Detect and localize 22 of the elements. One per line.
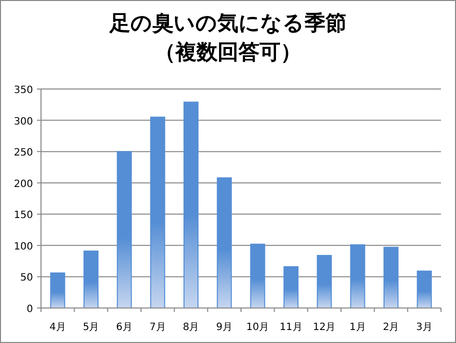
- x-tick-label: 8月: [182, 322, 200, 333]
- y-tick-label: 300: [14, 116, 33, 128]
- x-tick-label: 7月: [149, 322, 166, 333]
- x-tick-label: 4月: [49, 322, 66, 333]
- x-tick-label: 5月: [82, 322, 100, 333]
- x-tick-label: 9月: [216, 322, 233, 333]
- title: 足の臭いの気になる季節: [110, 11, 346, 35]
- x-tick-label: 12月: [312, 322, 336, 333]
- x-tick-label: 3月: [416, 322, 433, 333]
- y-tick-label: 100: [14, 241, 33, 252]
- y-tick-label: 0: [26, 304, 33, 315]
- x-tick-label: 6月: [116, 322, 133, 333]
- x-tick-label: 10月: [246, 322, 270, 333]
- x-tick-label: 2月: [382, 322, 400, 333]
- y-tick-label: 250: [14, 148, 33, 159]
- y-tick-label: 150: [14, 210, 33, 222]
- y-tick-label: 50: [20, 272, 33, 284]
- x-tick-label: 11月: [280, 322, 302, 333]
- y-tick-label: 350: [14, 85, 33, 96]
- x-tick-label: 1月: [349, 322, 366, 333]
- y-tick-label: 200: [14, 178, 33, 190]
- title: （複数回答可）: [154, 40, 302, 64]
